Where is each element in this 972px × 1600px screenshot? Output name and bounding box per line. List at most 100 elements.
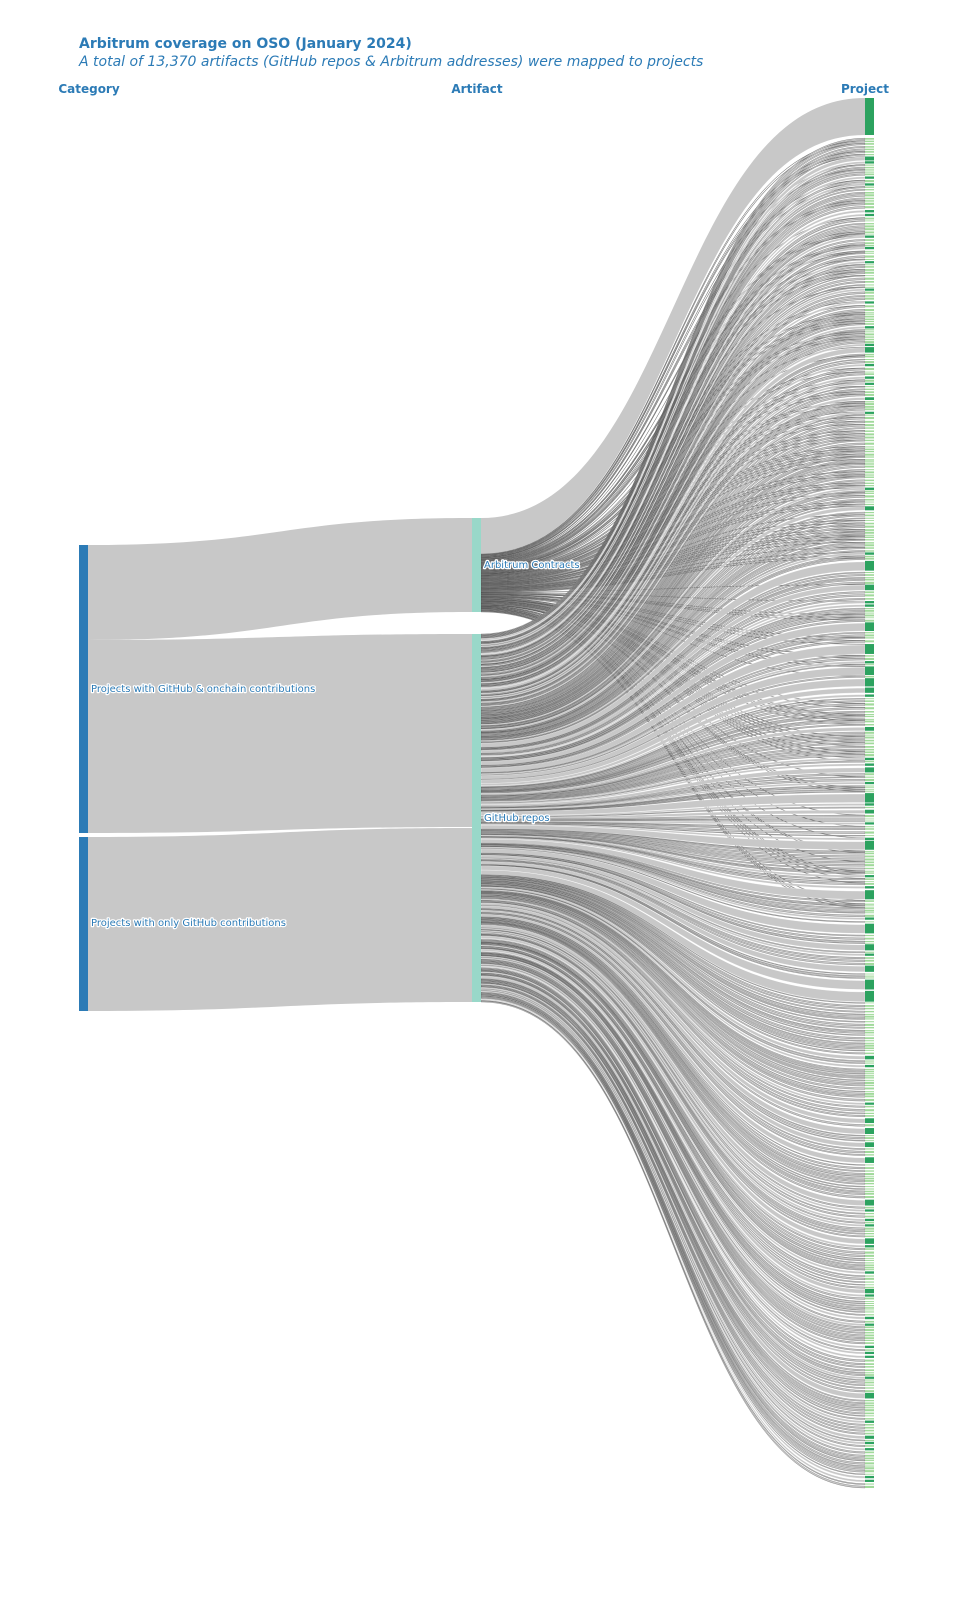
artifact-project-link — [481, 98, 865, 554]
project-node — [865, 1454, 874, 1457]
project-node — [865, 495, 874, 498]
project-node — [865, 1227, 874, 1230]
project-node — [865, 1332, 874, 1334]
project-node — [865, 789, 874, 791]
project-node — [865, 878, 874, 880]
project-node — [865, 192, 874, 194]
project-node — [865, 820, 874, 822]
project-node — [865, 1439, 874, 1442]
artifact-project-link — [480, 252, 866, 665]
project-node — [865, 315, 874, 318]
project-node — [865, 355, 874, 358]
project-node — [865, 715, 874, 718]
project-node — [865, 318, 874, 321]
project-node — [865, 1392, 874, 1399]
artifact-project-link — [480, 206, 866, 654]
project-node — [865, 1402, 874, 1404]
project-node — [865, 1479, 874, 1482]
project-node — [865, 1047, 874, 1050]
project-node — [865, 323, 874, 325]
project-node — [865, 140, 874, 143]
project-node — [865, 591, 874, 594]
project-node — [865, 336, 874, 338]
project-node — [865, 326, 874, 329]
project-node — [865, 391, 874, 393]
project-node — [865, 393, 874, 396]
artifact-project-link — [480, 424, 866, 711]
project-node — [865, 1196, 874, 1199]
project-node — [865, 612, 874, 614]
project-node — [865, 1429, 874, 1432]
project-node — [865, 1128, 874, 1135]
project-node — [865, 828, 874, 830]
artifact-project-link — [480, 557, 866, 744]
project-node — [865, 855, 874, 858]
artifact-project-link — [480, 269, 866, 670]
project-node — [865, 748, 874, 751]
artifact-project-link — [480, 343, 866, 689]
artifact-project-link — [480, 506, 866, 732]
project-node — [865, 1379, 874, 1381]
project-node — [865, 514, 874, 517]
project-node — [865, 235, 874, 238]
project-node — [865, 1307, 874, 1309]
artifact-project-link — [480, 859, 866, 962]
project-node — [865, 793, 874, 803]
project-node — [865, 1351, 874, 1355]
project-node — [865, 376, 874, 379]
project-node — [865, 246, 874, 250]
project-node — [865, 1409, 874, 1412]
project-node — [865, 490, 874, 492]
project-node — [865, 905, 874, 907]
project-node — [865, 1060, 874, 1062]
project-node — [865, 1275, 874, 1277]
project-node — [865, 1451, 874, 1454]
project-node — [865, 1105, 874, 1108]
project-node — [865, 886, 874, 889]
artifact-project-link — [480, 284, 866, 673]
artifact-project-link — [480, 734, 866, 797]
project-node — [865, 416, 874, 420]
project-node — [865, 1304, 874, 1307]
artifact-project-link — [480, 913, 866, 1156]
chart-subtitle: A total of 13,370 artifacts (GitHub repo… — [79, 54, 704, 70]
artifact-project-link — [480, 591, 866, 755]
project-node — [865, 694, 874, 697]
project-node — [865, 314, 874, 316]
project-node — [865, 584, 874, 591]
project-node — [865, 1435, 874, 1439]
artifact-project-link — [480, 363, 866, 695]
project-node — [865, 1030, 874, 1032]
project-node — [865, 826, 874, 828]
project-node — [865, 531, 874, 534]
artifact-project-link — [480, 687, 866, 786]
project-node — [865, 353, 874, 356]
project-node — [865, 598, 874, 600]
project-node — [865, 1023, 874, 1026]
category-artifact-link — [88, 518, 472, 640]
project-node — [865, 1271, 874, 1274]
project-node — [865, 571, 874, 574]
project-node — [865, 180, 874, 183]
project-node — [865, 1460, 874, 1462]
artifact-project-link — [480, 848, 866, 934]
project-node — [865, 271, 874, 274]
artifact-project-link — [480, 309, 866, 680]
project-node — [865, 1311, 874, 1313]
project-node — [865, 1467, 874, 1470]
project-node — [865, 474, 874, 476]
project-node — [865, 736, 874, 739]
project-node — [865, 937, 874, 940]
artifact-project-link — [480, 200, 866, 652]
artifact-project-link — [480, 264, 866, 668]
project-node — [865, 173, 874, 176]
project-node — [865, 700, 874, 702]
project-node — [865, 1363, 874, 1365]
column-header-artifact: Artifact — [451, 82, 503, 96]
artifact-project-link — [480, 634, 866, 767]
project-node — [865, 1177, 874, 1180]
project-node — [865, 1355, 874, 1358]
project-node — [865, 258, 874, 261]
project-node — [865, 176, 874, 179]
artifact-project-link — [480, 336, 866, 687]
